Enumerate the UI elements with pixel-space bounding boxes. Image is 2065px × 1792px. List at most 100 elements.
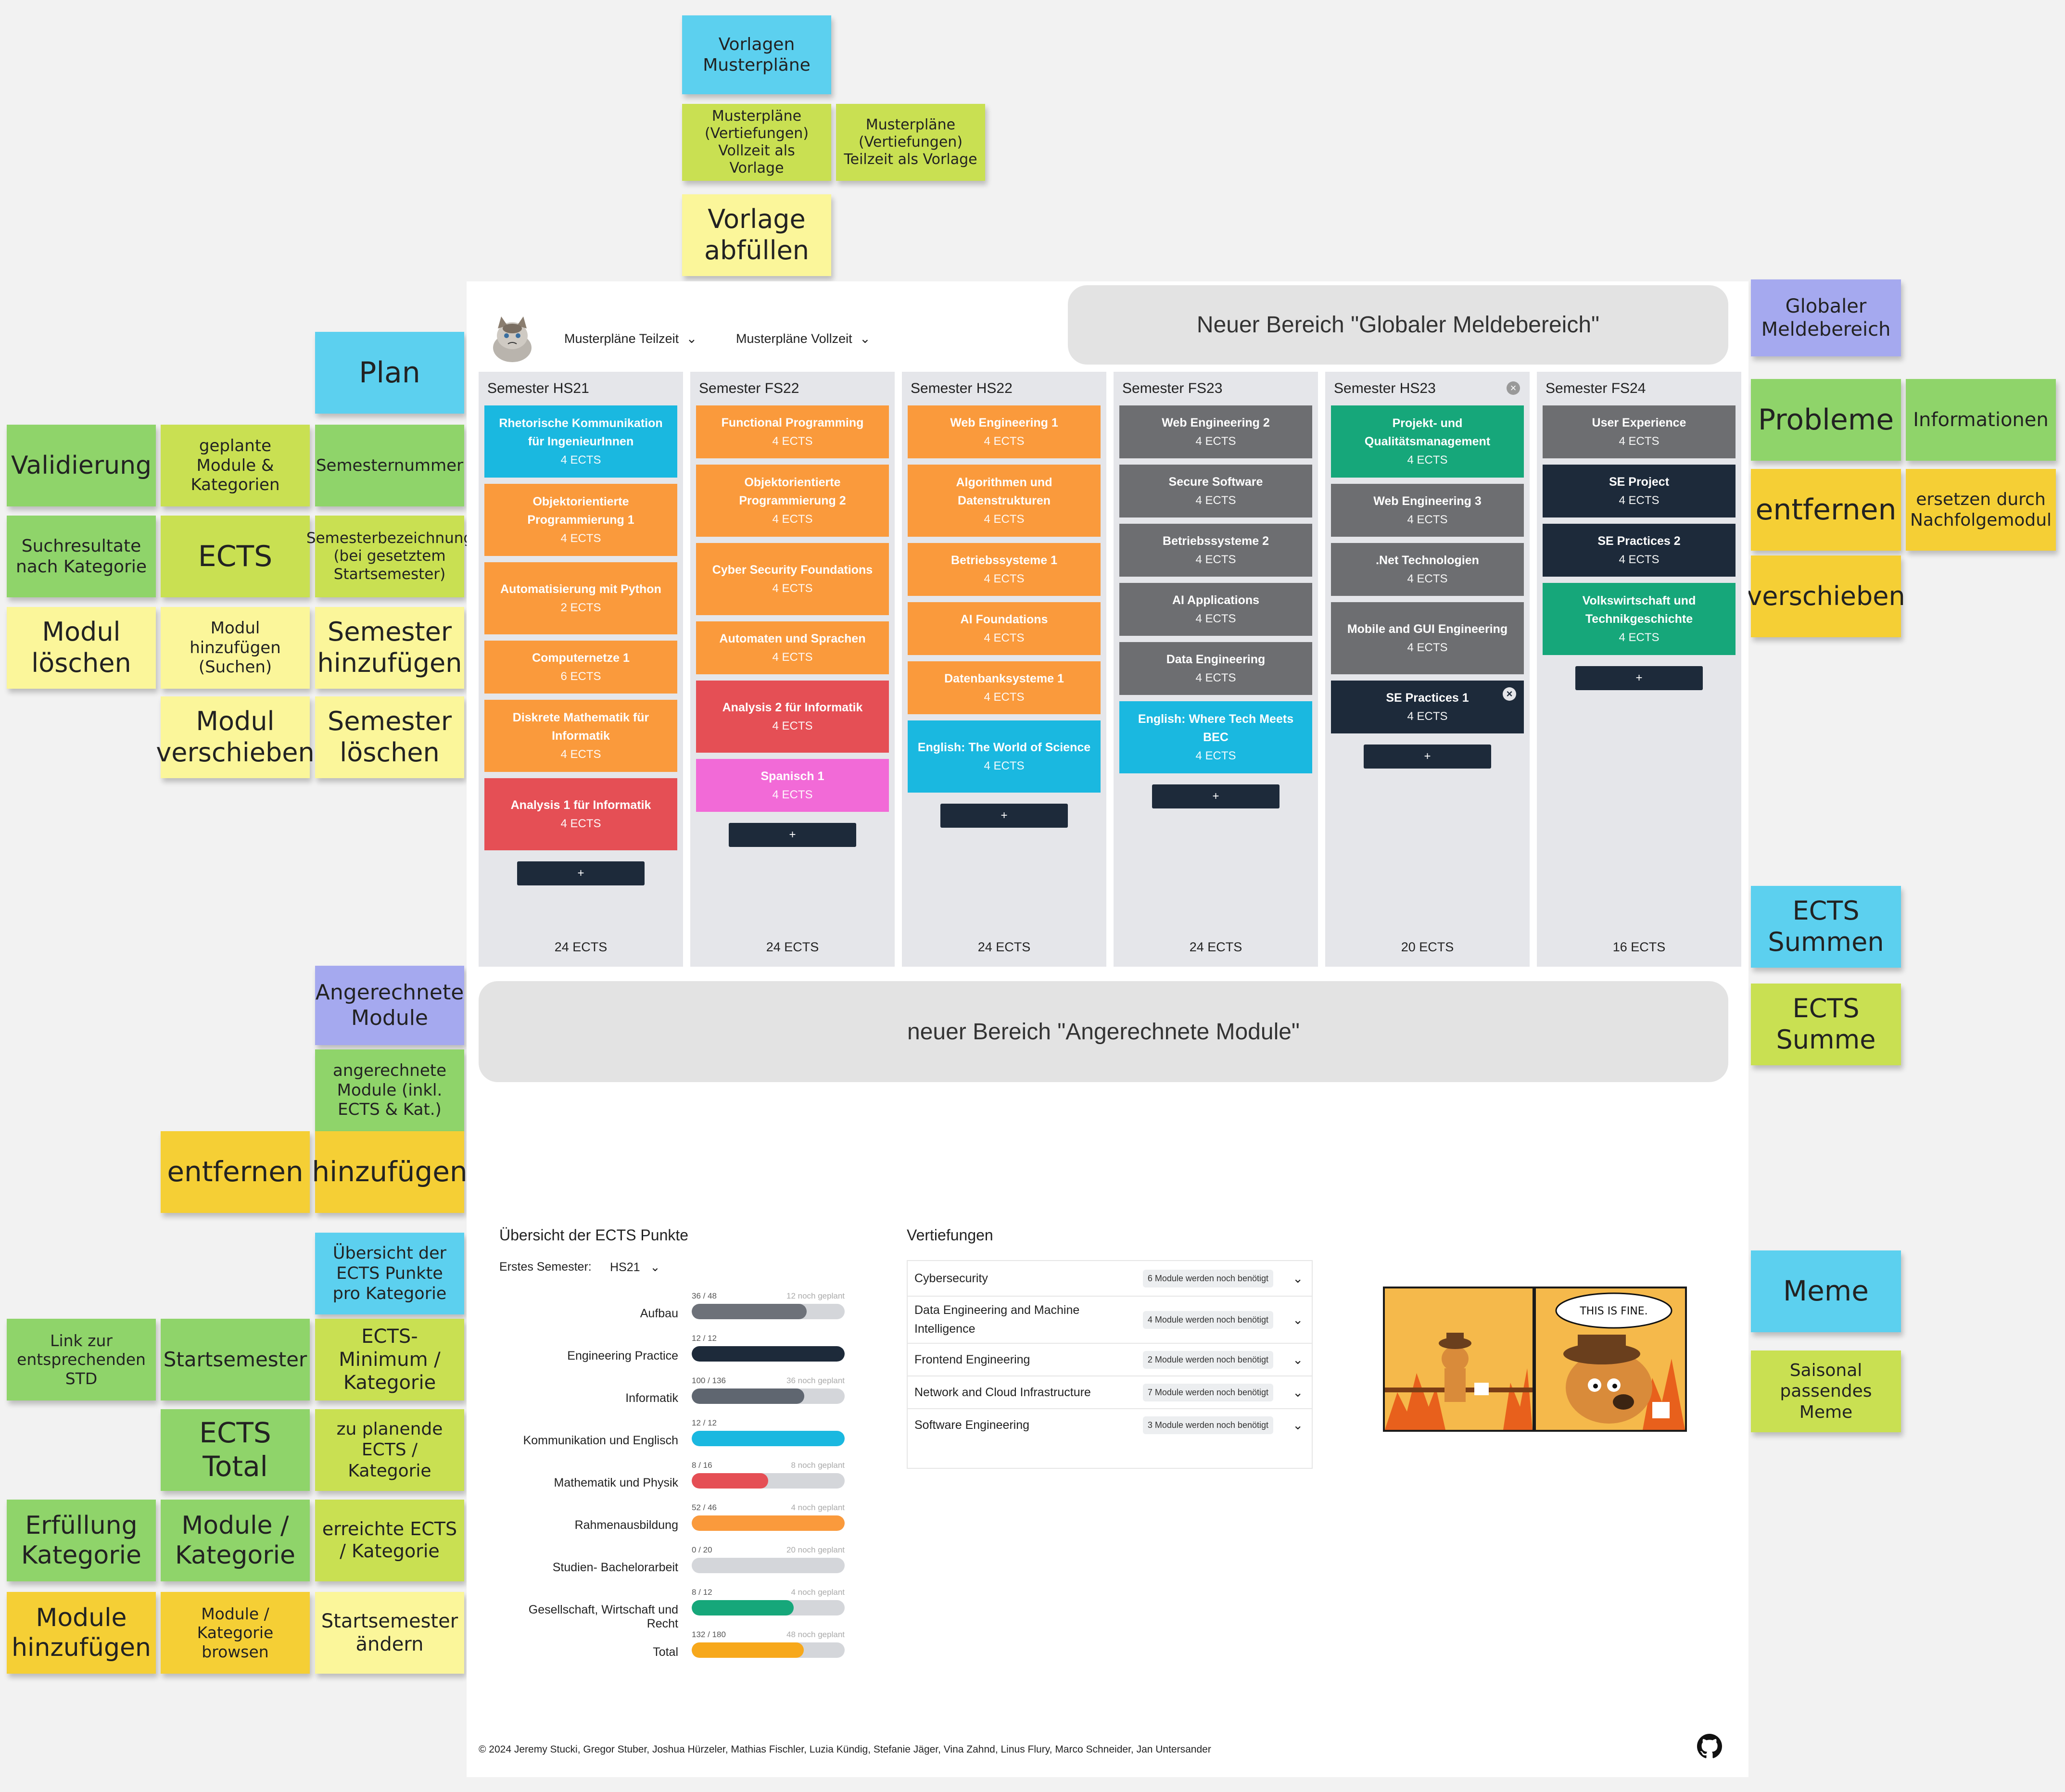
module-card[interactable]: Spanisch 1 4 ECTS [696,759,889,812]
module-card[interactable]: Betriebssysteme 2 4 ECTS [1119,524,1312,577]
top-nav: Musterpläne Teilzeit ⌄ Musterpläne Vollz… [467,301,1748,362]
module-ects: 4 ECTS [1619,631,1660,644]
module-card[interactable]: Web Engineering 2 4 ECTS [1119,405,1312,458]
module-card[interactable]: Objektorientierte Programmierung 1 4 ECTS [484,484,677,556]
category-progress-fill [692,1515,845,1531]
module-card[interactable]: Projekt- und Qualitätsmanagement 4 ECTS [1331,405,1524,478]
sticky-angerechnete-module-inkl: angerechnete Module (inkl. ECTS & Kat.) [315,1049,464,1131]
dropdown-label: Musterpläne Vollzeit [736,331,852,346]
module-card[interactable]: Objektorientierte Programmierung 2 4 ECTS [696,465,889,537]
add-module-button[interactable]: + [1364,745,1491,769]
module-card[interactable]: Betriebssysteme 1 4 ECTS [908,543,1101,596]
delete-semester-icon[interactable]: × [1507,381,1520,395]
module-card[interactable]: Cyber Security Foundations 4 ECTS [696,543,889,615]
module-card[interactable]: Volkswirtschaft und Technikgeschichte 4 E… [1543,583,1736,655]
module-card[interactable]: English: Where Tech Meets BEC 4 ECTS [1119,701,1312,773]
module-name: Analysis 2 für Informatik [722,701,863,715]
remove-module-icon[interactable]: × [1503,687,1516,701]
category-progress-bar [692,1304,845,1319]
dropdown-musterplaene-vollzeit[interactable]: Musterpläne Vollzeit ⌄ [736,331,871,346]
semester-title: Semester FS24 [1546,380,1646,396]
footer-credits: © 2024 Jeremy Stucki, Gregor Stuber, Jos… [479,1744,1211,1755]
semester-column[interactable]: Semester HS21 Rhetorische Kommunikation f… [479,372,683,967]
module-name: Data Engineering [1166,653,1266,667]
sticky-startsemester-aendern: Startsemester ändern [315,1592,464,1674]
module-name: Volkswirtschaft und Technikgeschichte [1582,593,1696,626]
semester-ects-sum: 24 ECTS [977,940,1031,954]
avatar[interactable] [491,314,534,362]
chevron-down-icon[interactable]: ⌄ [1292,1312,1303,1327]
module-name: Objektorientierte Programmierung 1 [527,494,634,527]
semester-title: Semester HS21 [487,380,589,396]
module-card[interactable]: Web Engineering 3 4 ECTS [1331,484,1524,537]
module-card[interactable]: Automatisierung mit Python 2 ECTS [484,562,677,634]
category-progress-bar [692,1600,845,1615]
module-card[interactable]: SE Practices 1 4 ECTS × [1331,681,1524,733]
module-card[interactable]: .Net Technologien 4 ECTS [1331,543,1524,596]
module-name: Algorithmen und Datenstrukturen [956,475,1052,508]
module-card[interactable]: English: The World of Science 4 ECTS [908,720,1101,793]
sticky-musterplaene-teilzeit: Musterpläne (Vertiefungen) Teilzeit als … [836,104,985,181]
add-module-button[interactable]: + [729,823,856,847]
module-card[interactable]: Data Engineering 4 ECTS [1119,642,1312,695]
category-progress-bar [692,1473,845,1489]
vertiefung-row[interactable]: Frontend Engineering 2 Module werden noch… [908,1343,1312,1376]
module-card[interactable]: User Experience 4 ECTS [1543,405,1736,458]
github-icon[interactable] [1697,1734,1722,1759]
add-module-button[interactable]: + [940,804,1068,828]
category-progress-bar [692,1558,845,1573]
add-module-button[interactable]: + [517,861,645,885]
sticky-ects-summen: ECTS Summen [1751,886,1901,968]
semester-column[interactable]: Semester FS22 Functional Programming 4 ECT… [690,372,895,967]
start-semester-select[interactable]: HS21 ⌄ [610,1260,660,1275]
semester-column[interactable]: Semester FS24 User Experience 4 ECTS SE Pro… [1537,372,1741,967]
sticky-semesterbezeichnung: Semesterbezeichnung (bei gesetztem Start… [306,516,473,597]
category-planned-note: 12 noch geplant [786,1291,845,1300]
sticky-module-kategorie-browsen: Module / Kategorie browsen [161,1592,310,1674]
module-name: Betriebssysteme 2 [1163,534,1269,548]
module-name: Functional Programming [721,416,864,430]
module-name: .Net Technologien [1376,554,1479,568]
chevron-down-icon[interactable]: ⌄ [1292,1271,1303,1286]
module-card[interactable]: Algorithmen und Datenstrukturen 4 ECTS [908,465,1101,537]
vertiefung-row[interactable]: Software Engineering 3 Module werden noch… [908,1408,1312,1441]
module-card[interactable]: AI Foundations 4 ECTS [908,602,1101,655]
add-module-button[interactable]: + [1152,784,1280,808]
semester-column[interactable]: Semester HS23 × Projekt- und Qualitätsmana… [1325,372,1530,967]
module-name: Automaten und Sprachen [719,632,866,646]
module-name: SE Practices 1 [1386,691,1469,705]
sticky-module-kategorie: Module / Kategorie [161,1500,310,1581]
module-card[interactable]: Datenbanksysteme 1 4 ECTS [908,661,1101,714]
vertiefung-row[interactable]: Network and Cloud Infrastructure 7 Module… [908,1376,1312,1408]
module-card[interactable]: Computernetze 1 6 ECTS [484,641,677,694]
chevron-down-icon[interactable]: ⌄ [1292,1385,1303,1400]
category-progress-bar [692,1642,845,1658]
module-card[interactable]: Web Engineering 1 4 ECTS [908,405,1101,458]
category-planned-note: 36 noch geplant [786,1376,845,1385]
category-progress-bar [692,1431,845,1446]
category-ects-ratio: 52 / 46 [692,1503,717,1512]
module-card[interactable]: Diskrete Mathematik für Informatik 4 ECTS [484,700,677,772]
category-label: Aufbau [640,1307,678,1320]
module-card[interactable]: Analysis 1 für Informatik 4 ECTS [484,778,677,850]
dropdown-musterplaene-teilzeit[interactable]: Musterpläne Teilzeit ⌄ [564,331,697,346]
chevron-down-icon[interactable]: ⌄ [1292,1417,1303,1432]
module-card[interactable]: SE Practices 2 4 ECTS [1543,524,1736,577]
vertiefung-row[interactable]: Cybersecurity 6 Module werden noch benöti… [908,1261,1312,1296]
module-card[interactable]: Secure Software 4 ECTS [1119,465,1312,517]
module-ects: 4 ECTS [772,434,813,448]
sticky-startsemester: Startsemester [161,1319,310,1401]
module-card[interactable]: Functional Programming 4 ECTS [696,405,889,458]
vertiefung-row[interactable]: Data Engineering and Machine Intelligenc… [908,1296,1312,1343]
sticky-angerechnete-module: Angerechnete Module [315,966,464,1045]
add-module-button[interactable]: + [1575,666,1703,690]
module-card[interactable]: AI Applications 4 ECTS [1119,583,1312,636]
module-card[interactable]: SE Project 4 ECTS [1543,465,1736,517]
module-card[interactable]: Automaten und Sprachen 4 ECTS [696,621,889,674]
module-card[interactable]: Mobile and GUI Engineering 4 ECTS [1331,602,1524,674]
chevron-down-icon[interactable]: ⌄ [1292,1352,1303,1367]
module-card[interactable]: Rhetorische Kommunikation für IngenieurI… [484,405,677,478]
module-card[interactable]: Analysis 2 für Informatik 4 ECTS [696,681,889,753]
